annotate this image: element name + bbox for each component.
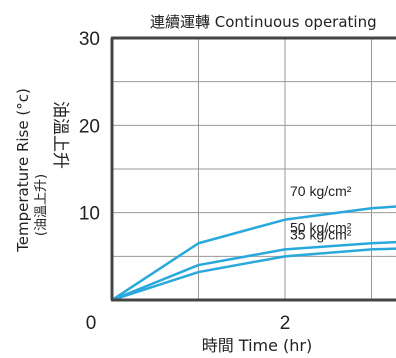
y-axis-label-cjk-sub: (油溫上升): [34, 174, 49, 236]
y-tick-label: 20: [79, 116, 100, 137]
y-tick-label: 10: [79, 204, 100, 225]
series-label-2: 35 kg/cm²: [290, 227, 352, 243]
grid: [112, 38, 396, 300]
y-axis-label-cjk: 油溫上升: [50, 101, 70, 169]
series-lines: [111, 205, 396, 302]
series-line-1: [111, 240, 396, 302]
series-label-0: 70 kg/cm²: [290, 183, 352, 199]
x-axis-label: 時間 Time (hr): [202, 336, 313, 355]
series-line-0: [111, 205, 396, 302]
series-line-2: [111, 247, 396, 302]
y-tick-label: 30: [79, 29, 100, 50]
chart-title: 連續運轉 Continuous operating: [150, 13, 377, 31]
x-tick-label: 0: [86, 313, 97, 334]
x-tick-label: 2: [280, 313, 291, 334]
series-label-1: 50 kg/cm²: [290, 220, 352, 236]
plot-frame: [110, 36, 396, 302]
y-axis-label: Temperature Rise (°c): [14, 88, 32, 253]
tick-labels: 0246102030: [79, 29, 291, 334]
